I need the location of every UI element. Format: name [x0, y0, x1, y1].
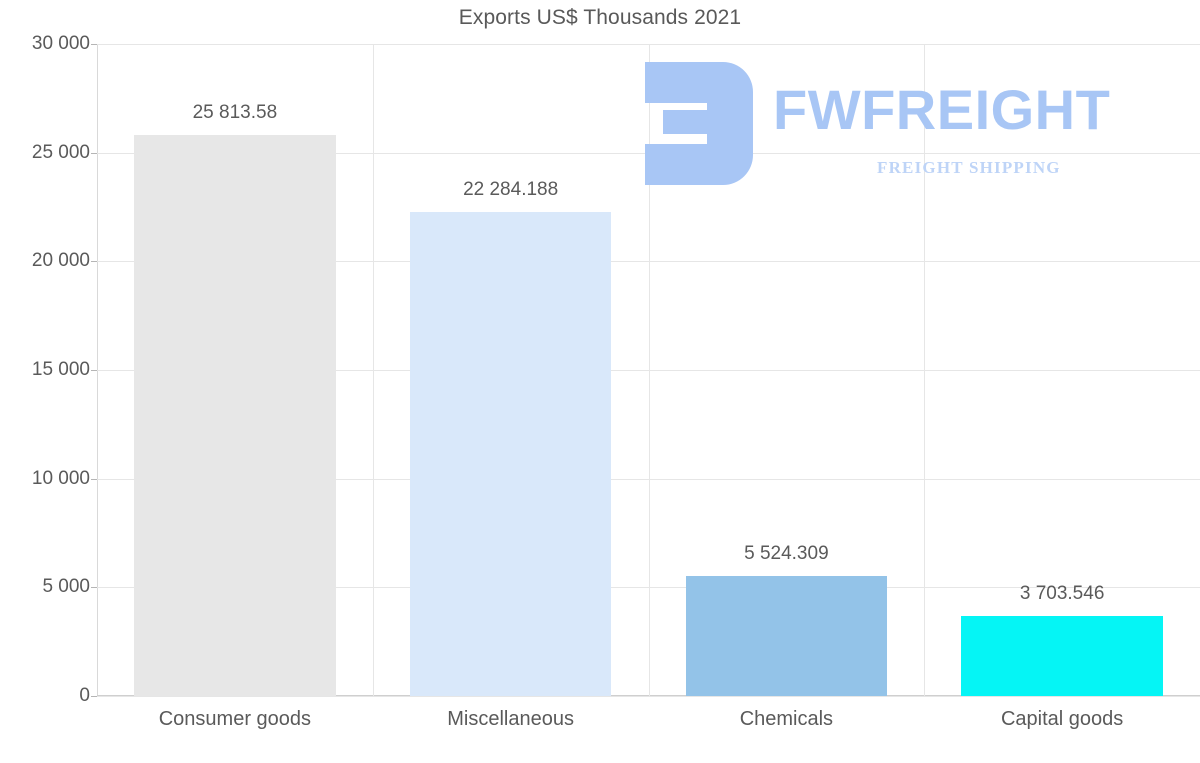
y-axis-tick-label: 15 000: [31, 359, 90, 380]
bar-value-label: 5 524.309: [744, 542, 829, 564]
x-axis-tick-label: Miscellaneous: [447, 708, 574, 730]
chart-title: Exports US$ Thousands 2021: [458, 6, 742, 29]
x-axis-labels: Consumer goods Miscellaneous Chemicals Capi…: [97, 700, 1200, 746]
y-axis-tick-label: 0: [79, 685, 90, 706]
bar-value-label: 22 284.188: [463, 178, 559, 200]
y-axis-tick: [91, 478, 97, 480]
bar[interactable]: [685, 575, 888, 696]
gridline-horizontal: [97, 587, 1200, 589]
bar[interactable]: [961, 615, 1163, 696]
bar-value-label: 3 703.546: [1019, 582, 1105, 604]
y-axis-tick: [91, 261, 97, 263]
y-axis-tick-label: 20 000: [31, 250, 90, 272]
x-axis-tick-label: Chemicals: [739, 708, 834, 730]
gridline-vertical: [373, 44, 374, 696]
gridline-horizontal: [97, 261, 1200, 263]
gridline-horizontal: [97, 370, 1200, 371]
x-axis-tick-label: Capital goods: [1000, 708, 1124, 730]
y-axis-tick-label: 5 000: [42, 576, 90, 598]
gridline-horizontal: [97, 696, 1200, 697]
gridline-vertical: [649, 44, 650, 696]
bar-value-label: 25 813.58: [192, 101, 278, 123]
y-axis-tick-label: 30 000: [31, 33, 90, 54]
y-axis-tick: [91, 696, 97, 697]
x-axis-line: [97, 695, 1200, 696]
bar[interactable]: [409, 211, 612, 696]
gridline-horizontal: [97, 478, 1200, 480]
x-axis-tick-label: Consumer goods: [158, 708, 312, 730]
y-axis-labels: 30 000 25 000 20 000 15 000 10 000 5 000 0: [0, 33, 90, 706]
y-axis-tick-label: 25 000: [31, 141, 90, 163]
y-axis-tick-label: 10 000: [31, 467, 90, 489]
gridline-vertical: [924, 44, 925, 696]
plot-area: 25 813.58 22 284.188 5 524.309 3 703.546: [91, 44, 1200, 697]
y-axis-tick: [91, 370, 97, 371]
bar[interactable]: [134, 135, 336, 696]
y-axis-tick: [91, 152, 97, 154]
gridline-horizontal: [97, 44, 1200, 45]
y-axis-tick: [91, 44, 97, 45]
y-axis-tick: [91, 587, 97, 589]
